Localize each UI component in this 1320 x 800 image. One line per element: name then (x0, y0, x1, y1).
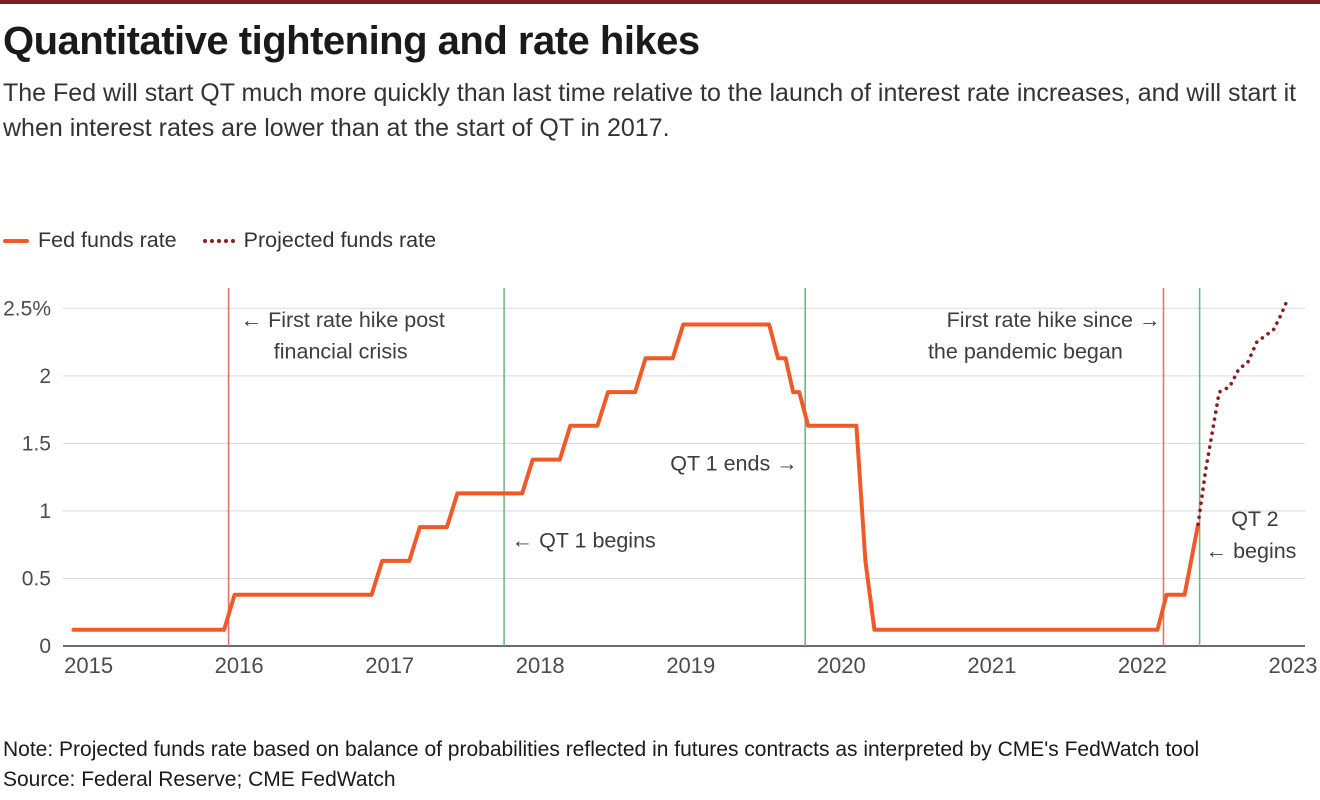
y-tick-label: 1 (39, 500, 51, 523)
y-tick-label: 1.5 (22, 432, 51, 455)
fed-funds-rate-chart: 0 0.5 1 1.5 2 2.5% 2015 2016 2017 2018 2019 2020 202… (3, 288, 1318, 678)
legend: Fed funds rate Projected funds rate (3, 228, 1316, 253)
annotation: ← First rate hike post (241, 308, 445, 332)
fed-funds-rate-line (71, 322, 1201, 632)
x-tick-label: 2015 (64, 653, 113, 678)
x-tick-label: 2019 (666, 653, 715, 678)
y-tick-label: 0.5 (22, 568, 51, 591)
page-content: Quantitative tightening and rate hikes T… (0, 18, 1320, 796)
projected-funds-rate-line (1196, 295, 1291, 527)
legend-item-fed-funds: Fed funds rate (3, 228, 177, 253)
annotation: ← begins (1206, 539, 1297, 563)
x-tick-label: 2016 (215, 653, 264, 678)
annotation: financial crisis (274, 339, 408, 363)
chart-subtitle: The Fed will start QT much more quickly … (3, 79, 1297, 142)
x-tick-label: 2017 (365, 653, 414, 678)
x-tick-label: 2023 (1269, 653, 1318, 678)
legend-item-projected: Projected funds rate (202, 228, 437, 253)
fed-funds-line-swatch (3, 238, 29, 243)
annotation: First rate hike since → (947, 308, 1161, 332)
legend-label-fed-funds: Fed funds rate (38, 228, 177, 252)
x-tick-label: 2022 (1118, 653, 1167, 678)
y-tick-label: 2.5% (3, 297, 51, 320)
page-title: Quantitative tightening and rate hikes (3, 19, 700, 63)
annotation: QT 1 ends → (670, 451, 797, 475)
annotation: the pandemic began (928, 339, 1123, 363)
annotation: ← QT 1 begins (512, 528, 656, 552)
x-tick-label: 2021 (967, 653, 1016, 678)
x-tick-label: 2018 (516, 653, 565, 678)
chart-footer: Note: Projected funds rate based on bala… (3, 735, 1316, 796)
x-tick-label: 2020 (817, 653, 866, 678)
source-text: Source: Federal Reserve; CME FedWatch (3, 768, 396, 792)
projected-line-swatch (202, 238, 235, 243)
legend-label-projected: Projected funds rate (243, 228, 437, 252)
brand-top-rule (0, 0, 1320, 4)
y-tick-label: 0 (39, 635, 51, 658)
note-text: Note: Projected funds rate based on bala… (3, 738, 1200, 761)
annotation: QT 2 (1231, 507, 1278, 531)
y-tick-label: 2 (39, 365, 51, 388)
